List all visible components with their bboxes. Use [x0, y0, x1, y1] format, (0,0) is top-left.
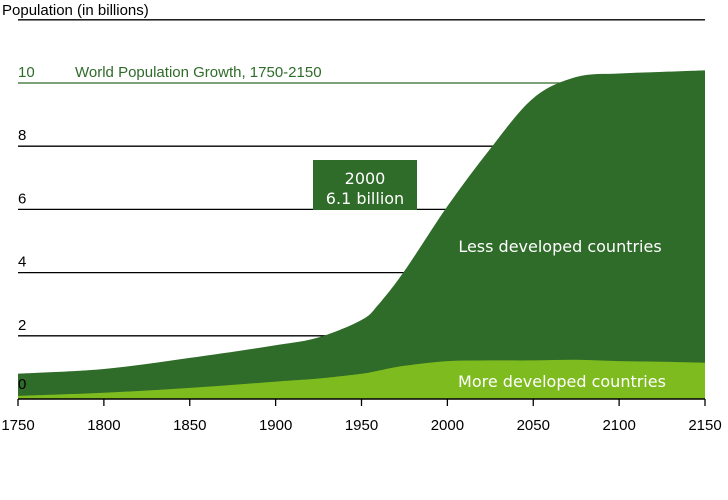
y-tick-6: 6 — [18, 190, 26, 207]
annotation-year: 2000 — [345, 169, 386, 188]
area-more-developed — [18, 359, 705, 399]
series-label-less-developed: Less developed countries — [458, 237, 661, 256]
series-label-more-developed: More developed countries — [458, 372, 666, 391]
y-axis-label: Population (in billions) — [2, 2, 149, 19]
y-tick-8: 8 — [18, 127, 26, 144]
annotation-box — [313, 160, 417, 210]
y-tick-labels: 0 2 4 6 8 10 — [18, 64, 35, 393]
y-tick-2: 2 — [18, 317, 26, 334]
x-tick-1750: 1750 — [1, 417, 34, 434]
x-tick-1800: 1800 — [87, 417, 120, 434]
x-tick-1850: 1850 — [173, 417, 206, 434]
y-tick-4: 4 — [18, 254, 26, 271]
x-tick-2100: 2100 — [602, 417, 635, 434]
x-tick-1950: 1950 — [345, 417, 378, 434]
x-tick-labels: 1750 1800 1850 1900 1950 2000 2050 2100 2150 — [1, 399, 722, 434]
area-less-developed — [18, 70, 705, 400]
x-tick-2150: 2150 — [688, 417, 721, 434]
annotation-value: 6.1 billion — [326, 189, 404, 208]
annotation-2000: 2000 6.1 billion — [313, 160, 417, 210]
x-tick-1900: 1900 — [259, 417, 292, 434]
chart-title: World Population Growth, 1750-2150 — [75, 64, 322, 81]
x-tick-2000: 2000 — [431, 417, 464, 434]
y-tick-0: 0 — [18, 376, 26, 393]
x-tick-2050: 2050 — [517, 417, 550, 434]
y-tick-10: 10 — [18, 64, 35, 81]
